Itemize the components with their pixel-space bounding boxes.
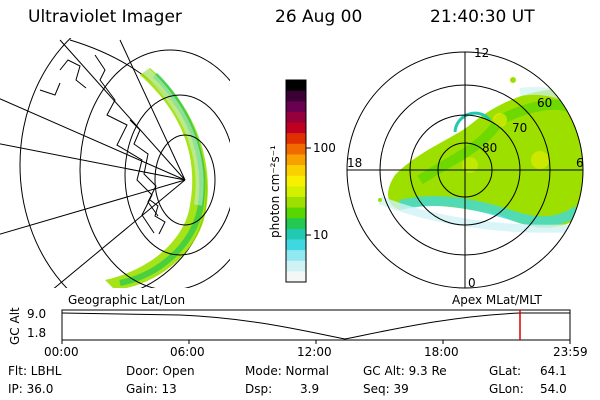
info-gain: Gain: 13 xyxy=(126,382,177,396)
colorbar-tick-10: 10 xyxy=(313,228,329,242)
polar-ring-70: 70 xyxy=(512,121,528,135)
altitude-xtick-0: 00:00 xyxy=(44,345,79,359)
altitude-ytick-high: 9.0 xyxy=(27,307,47,321)
altitude-xtick-4: 23:59 xyxy=(553,345,588,359)
colorbar-swatch xyxy=(286,143,306,155)
instrument-title: Ultraviolet Imager xyxy=(28,7,182,27)
image-time: 21:40:30 UT xyxy=(430,7,535,27)
image-date: 26 Aug 00 xyxy=(275,7,363,27)
info-glat-value: 64.1 xyxy=(540,364,567,378)
colorbar-label: photon cm⁻²s⁻¹ xyxy=(268,145,282,238)
colorbar-swatch xyxy=(286,175,306,187)
colorbar-swatch xyxy=(286,260,306,272)
polar-ring-80: 80 xyxy=(482,141,498,155)
colorbar-swatch xyxy=(286,271,306,283)
altitude-ylabel: GC Alt xyxy=(8,307,22,345)
colorbar-swatch xyxy=(286,239,306,251)
info-flt: Flt: LBHL xyxy=(8,364,62,378)
colorbar xyxy=(286,80,306,283)
colorbar-swatch xyxy=(286,186,306,198)
colorbar-swatch xyxy=(286,207,306,219)
info-dsp-label: Dsp: xyxy=(245,382,273,396)
colorbar-swatch xyxy=(286,218,306,230)
altitude-ytick-low: 1.8 xyxy=(27,326,47,340)
colorbar-swatch xyxy=(286,90,306,102)
altitude-xtick-3: 18:00 xyxy=(424,345,459,359)
colorbar-swatch xyxy=(286,111,306,124)
colorbar-swatch xyxy=(286,165,306,177)
polar-ring-60: 60 xyxy=(537,96,553,110)
info-glat-label: GLat: xyxy=(489,364,522,378)
polar-label-12: 12 xyxy=(474,46,490,60)
colorbar-swatch xyxy=(286,122,306,134)
polar-label-18: 18 xyxy=(347,156,363,170)
polar-label-0: 0 xyxy=(468,276,476,290)
info-ip: IP: 36.0 xyxy=(8,382,54,396)
geographic-caption: Geographic Lat/Lon xyxy=(68,293,186,307)
polar-label-6: 6 xyxy=(576,156,584,170)
info-door: Door: Open xyxy=(126,364,195,378)
altitude-xtick-2: 12:00 xyxy=(297,345,332,359)
colorbar-swatch xyxy=(286,228,306,240)
altitude-xtick-1: 06:00 xyxy=(170,345,205,359)
colorbar-tick-100: 100 xyxy=(313,141,336,155)
info-seq: Seq: 39 xyxy=(363,382,409,396)
info-glon-label: GLon: xyxy=(489,382,524,396)
info-gcalt: GC Alt: 9.3 Re xyxy=(363,364,447,378)
info-dsp-value: 3.9 xyxy=(300,382,320,396)
colorbar-swatch xyxy=(286,133,306,145)
info-mode: Mode: Normal xyxy=(245,364,329,378)
colorbar-swatch xyxy=(286,80,306,92)
colorbar-swatch xyxy=(286,154,306,166)
colorbar-swatch xyxy=(286,196,306,209)
colorbar-swatch xyxy=(286,101,306,113)
apex-caption: Apex MLat/MLT xyxy=(452,293,542,307)
info-glon-value: 54.0 xyxy=(540,382,567,396)
colorbar-swatch xyxy=(286,250,306,262)
